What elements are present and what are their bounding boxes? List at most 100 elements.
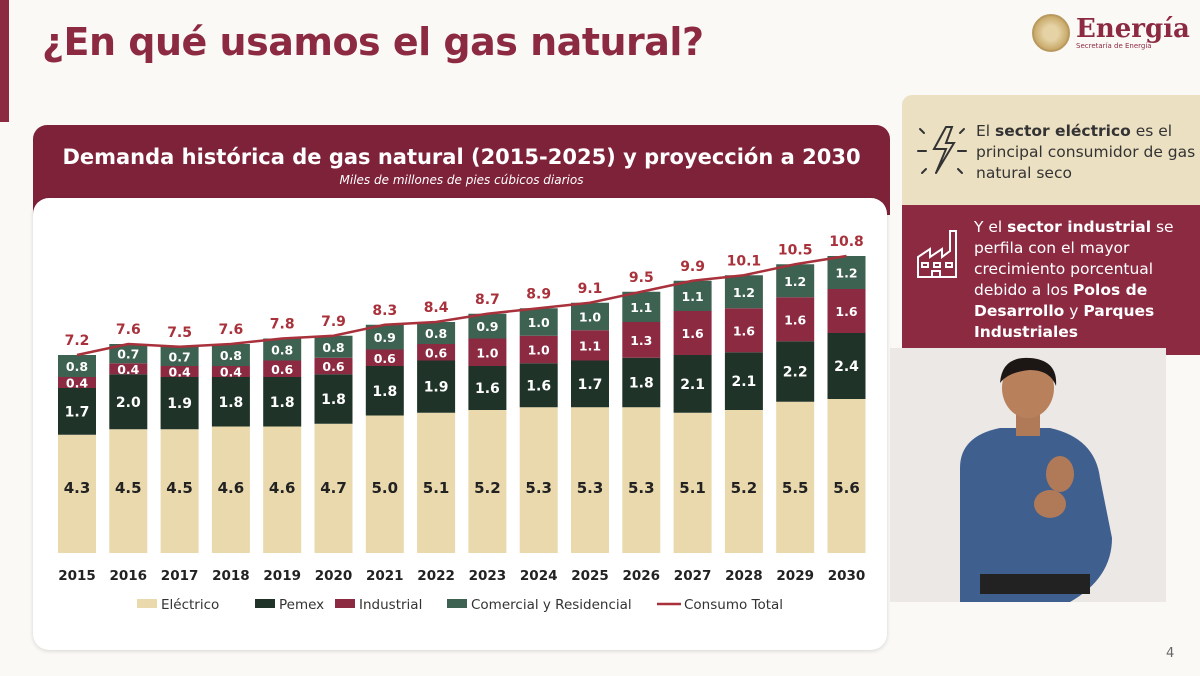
bar-segment-comercial-y-residencial [365, 324, 404, 350]
bar-segment-eléctrico [724, 410, 763, 553]
bar-segment-eléctrico [673, 412, 712, 553]
bar-segment-pemex [314, 374, 353, 424]
note-text-part: Y el [974, 218, 1008, 236]
segment-label: 5.6 [833, 479, 860, 497]
bar-segment-comercial-y-residencial [314, 335, 353, 358]
segment-label: 5.5 [782, 479, 809, 497]
segment-label: 1.0 [528, 315, 550, 330]
bar-segment-eléctrico [776, 401, 815, 553]
x-tick-label: 2029 [776, 568, 814, 584]
segment-label: 1.6 [733, 323, 755, 338]
legend-swatch [255, 599, 275, 608]
bar-segment-pemex [365, 366, 404, 416]
segment-label: 1.0 [476, 345, 498, 360]
x-tick-label: 2024 [520, 568, 558, 584]
bar-segment-comercial-y-residencial [160, 346, 199, 366]
bar-segment-pemex [160, 377, 199, 430]
segment-label: 1.6 [835, 304, 857, 319]
total-label: 8.7 [475, 292, 500, 308]
segment-label: 2.4 [834, 359, 859, 375]
note-electric: El sector eléctrico es el principal cons… [902, 95, 1200, 205]
segment-label: 1.7 [578, 377, 603, 393]
total-label: 10.8 [829, 234, 864, 250]
segment-label: 1.2 [733, 285, 755, 300]
bar-segment-industrial [160, 366, 199, 377]
bar-segment-eléctrico [365, 415, 404, 553]
total-label: 7.8 [270, 317, 295, 333]
bar-segment-pemex [622, 357, 661, 408]
total-label: 7.2 [65, 333, 90, 349]
x-tick-label: 2025 [571, 568, 609, 584]
segment-label: 0.8 [271, 343, 293, 358]
bar-segment-eléctrico [160, 429, 199, 553]
total-label: 8.9 [526, 286, 551, 302]
bar-segment-industrial [417, 344, 456, 361]
segment-label: 0.8 [425, 326, 447, 341]
segment-label: 0.7 [117, 347, 139, 362]
segment-label: 1.0 [579, 310, 601, 325]
bar-segment-industrial [468, 338, 507, 366]
bar-segment-eléctrico [314, 423, 353, 553]
bar-segment-industrial [827, 289, 866, 333]
consumo-total-line [76, 254, 847, 357]
segment-label: 5.2 [731, 479, 758, 497]
x-tick-label: 2015 [58, 568, 96, 584]
lightning-icon [917, 126, 967, 174]
bar-segment-industrial [58, 377, 96, 388]
x-tick-label: 2023 [469, 568, 507, 584]
bar-segment-eléctrico [417, 412, 456, 553]
bar-segment-pemex [468, 366, 507, 410]
segment-label: 4.3 [64, 479, 91, 497]
x-tick-label: 2022 [417, 568, 455, 584]
bar-segment-industrial [571, 330, 609, 361]
note-text-part: sector industrial [1007, 218, 1152, 236]
total-label: 9.5 [629, 270, 654, 286]
legend-label: Industrial [359, 597, 422, 613]
segment-label: 5.3 [577, 479, 604, 497]
bar-segment-industrial [365, 349, 404, 366]
x-tick-label: 2019 [263, 568, 301, 584]
bar-segment-pemex [724, 352, 763, 410]
bar-segment-eléctrico [571, 407, 609, 553]
bar-segment-comercial-y-residencial [571, 302, 609, 331]
segment-label: 5.3 [628, 479, 655, 497]
segment-label: 1.8 [629, 376, 654, 392]
bar-segment-eléctrico [58, 434, 96, 553]
segment-label: 1.1 [630, 300, 652, 315]
bar-segment-pemex [519, 363, 558, 408]
bar-segment-comercial-y-residencial [417, 322, 456, 344]
segment-label: 5.0 [372, 479, 399, 497]
segment-label: 1.0 [528, 343, 550, 358]
segment-label: 1.8 [321, 392, 346, 408]
bar-segment-pemex [211, 377, 250, 427]
total-label: 9.1 [578, 281, 603, 297]
segment-label: 1.6 [475, 381, 500, 397]
chart-subtitle: Miles de millones de pies cúbicos diario… [339, 173, 584, 187]
stacked-bar-chart: 4.31.70.40.87.220154.52.00.40.77.620164.… [58, 234, 866, 613]
x-tick-label: 2028 [725, 568, 763, 584]
x-tick-label: 2020 [315, 568, 353, 584]
interpreter-figure [890, 348, 1166, 602]
note-text-part: Polos de Desarrollo [974, 281, 1148, 320]
note-industrial-text: Y el sector industrial se perfila con el… [974, 217, 1200, 343]
bar-segment-comercial-y-residencial [263, 338, 302, 361]
legend-label: Pemex [279, 597, 324, 613]
bar-segment-industrial [263, 360, 302, 377]
segment-label: 0.9 [374, 330, 396, 345]
segment-label: 0.8 [322, 340, 344, 355]
total-label: 10.5 [778, 242, 813, 258]
x-tick-label: 2016 [110, 568, 148, 584]
segment-label: 1.9 [167, 396, 192, 412]
note-text-part: sector eléctrico [995, 122, 1131, 140]
segment-label: 4.6 [269, 479, 296, 497]
sign-language-interpreter-video [890, 348, 1166, 602]
segment-label: 1.8 [270, 395, 295, 411]
x-tick-label: 2018 [212, 568, 250, 584]
logo-name: Energía [1076, 14, 1190, 44]
segment-label: 2.2 [783, 365, 808, 381]
factory-icon [917, 230, 957, 278]
bar-segment-industrial [673, 311, 712, 355]
segment-label: 0.9 [476, 319, 498, 334]
segment-label: 1.6 [784, 312, 806, 327]
note-text-part: El [976, 122, 996, 140]
